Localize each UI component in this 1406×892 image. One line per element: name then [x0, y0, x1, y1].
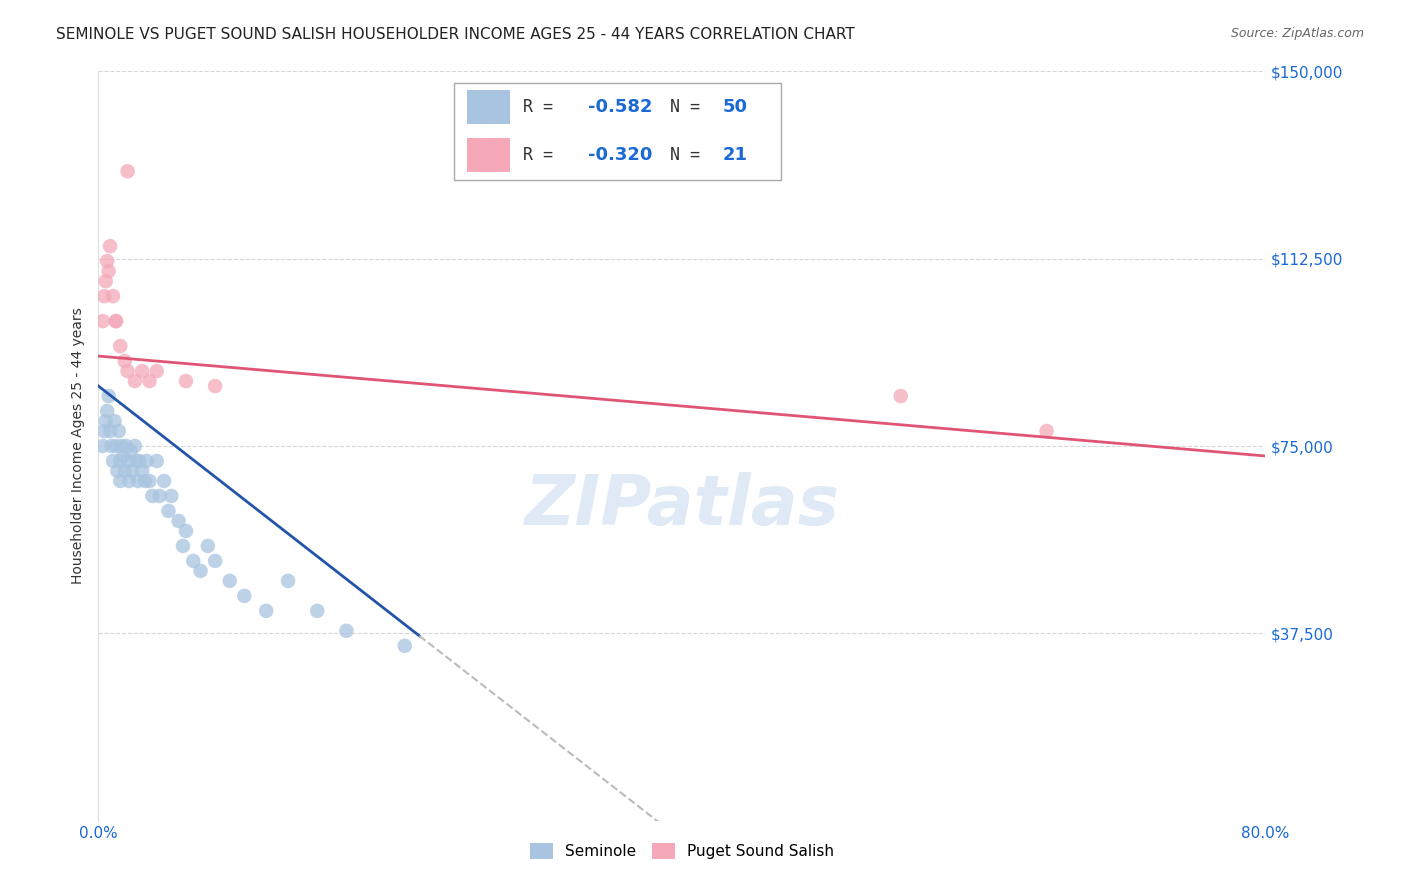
Point: [1035, 424, 1057, 438]
Point: [134, 474, 156, 488]
Point: [181, 554, 204, 568]
Point: [100, 439, 122, 453]
Point: [91, 439, 114, 453]
Point: [93, 424, 115, 438]
Point: [167, 514, 190, 528]
Point: [112, 449, 135, 463]
Point: [103, 414, 125, 428]
Point: [111, 439, 134, 453]
Point: [110, 339, 132, 353]
Text: SEMINOLE VS PUGET SOUND SALISH HOUSEHOLDER INCOME AGES 25 - 44 YEARS CORRELATION: SEMINOLE VS PUGET SOUND SALISH HOUSEHOLD…: [56, 27, 855, 42]
Point: [190, 564, 212, 578]
Point: [120, 444, 142, 458]
Point: [114, 354, 136, 368]
Point: [117, 364, 139, 378]
Point: [94, 274, 117, 288]
Point: [101, 289, 124, 303]
Point: [149, 489, 172, 503]
Point: [96, 254, 118, 268]
Point: [98, 239, 121, 253]
Point: [125, 454, 148, 468]
Point: [105, 464, 128, 478]
Point: [174, 374, 197, 388]
Y-axis label: Householder Income Ages 25 - 44 years: Householder Income Ages 25 - 44 years: [70, 308, 84, 584]
Point: [131, 464, 153, 478]
Point: [108, 424, 131, 438]
Point: [218, 574, 240, 588]
Point: [254, 604, 277, 618]
Point: [204, 379, 226, 393]
Legend: Seminole, Puget Sound Salish: Seminole, Puget Sound Salish: [524, 838, 839, 865]
Point: [117, 454, 139, 468]
Point: [146, 364, 169, 378]
Point: [277, 574, 299, 588]
Point: [153, 474, 176, 488]
Point: [94, 414, 117, 428]
Point: [128, 454, 150, 468]
Point: [131, 364, 153, 378]
Point: [114, 464, 136, 478]
Point: [233, 589, 256, 603]
Text: Source: ZipAtlas.com: Source: ZipAtlas.com: [1230, 27, 1364, 40]
Point: [124, 374, 146, 388]
Point: [394, 639, 416, 653]
Point: [97, 264, 120, 278]
Point: [890, 389, 912, 403]
Point: [127, 474, 149, 488]
Point: [138, 474, 160, 488]
Point: [104, 314, 127, 328]
Point: [307, 604, 329, 618]
Point: [141, 489, 163, 503]
Point: [104, 314, 127, 328]
Point: [174, 524, 197, 538]
Point: [204, 554, 226, 568]
Point: [197, 539, 219, 553]
Point: [110, 474, 132, 488]
Point: [117, 164, 139, 178]
Point: [335, 624, 357, 638]
Point: [172, 539, 194, 553]
Point: [160, 489, 183, 503]
Point: [101, 454, 124, 468]
Point: [93, 289, 115, 303]
Text: ZIPatlas: ZIPatlas: [524, 473, 839, 540]
Point: [135, 454, 157, 468]
Point: [157, 504, 180, 518]
Point: [138, 374, 160, 388]
Point: [118, 474, 141, 488]
Point: [96, 404, 118, 418]
Point: [91, 314, 114, 328]
Point: [124, 439, 146, 453]
Point: [104, 439, 127, 453]
Point: [110, 454, 132, 468]
Point: [98, 424, 121, 438]
Point: [97, 389, 120, 403]
Point: [146, 454, 169, 468]
Point: [121, 464, 143, 478]
Point: [115, 439, 138, 453]
